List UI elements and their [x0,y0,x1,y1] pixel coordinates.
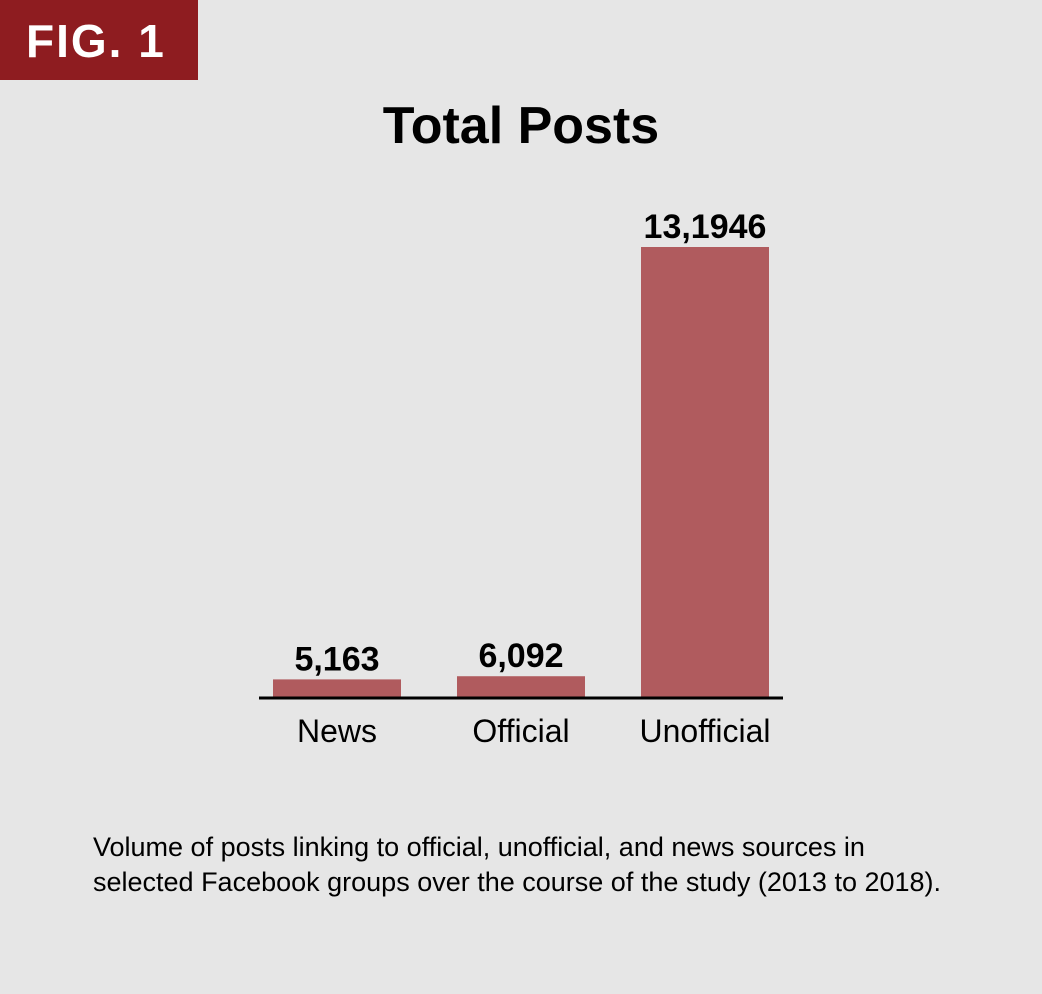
category-label-unofficial: Unofficial [639,713,770,749]
bar-chart: 5,163 News 6,092 Official 13,1946 Unofficial [259,208,783,749]
bar-news [273,679,401,697]
chart-title: Total Posts [382,97,660,155]
bar-official [457,676,585,697]
figure-badge: FIG. 1 [0,0,198,80]
value-label-official: 6,092 [478,637,563,675]
value-label-news: 5,163 [294,640,379,678]
category-label-news: News [297,713,377,749]
category-label-official: Official [472,713,569,749]
value-label-unofficial: 13,1946 [644,208,767,246]
bar-unofficial [641,247,769,697]
figure-caption: Volume of posts linking to official, uno… [93,832,942,897]
